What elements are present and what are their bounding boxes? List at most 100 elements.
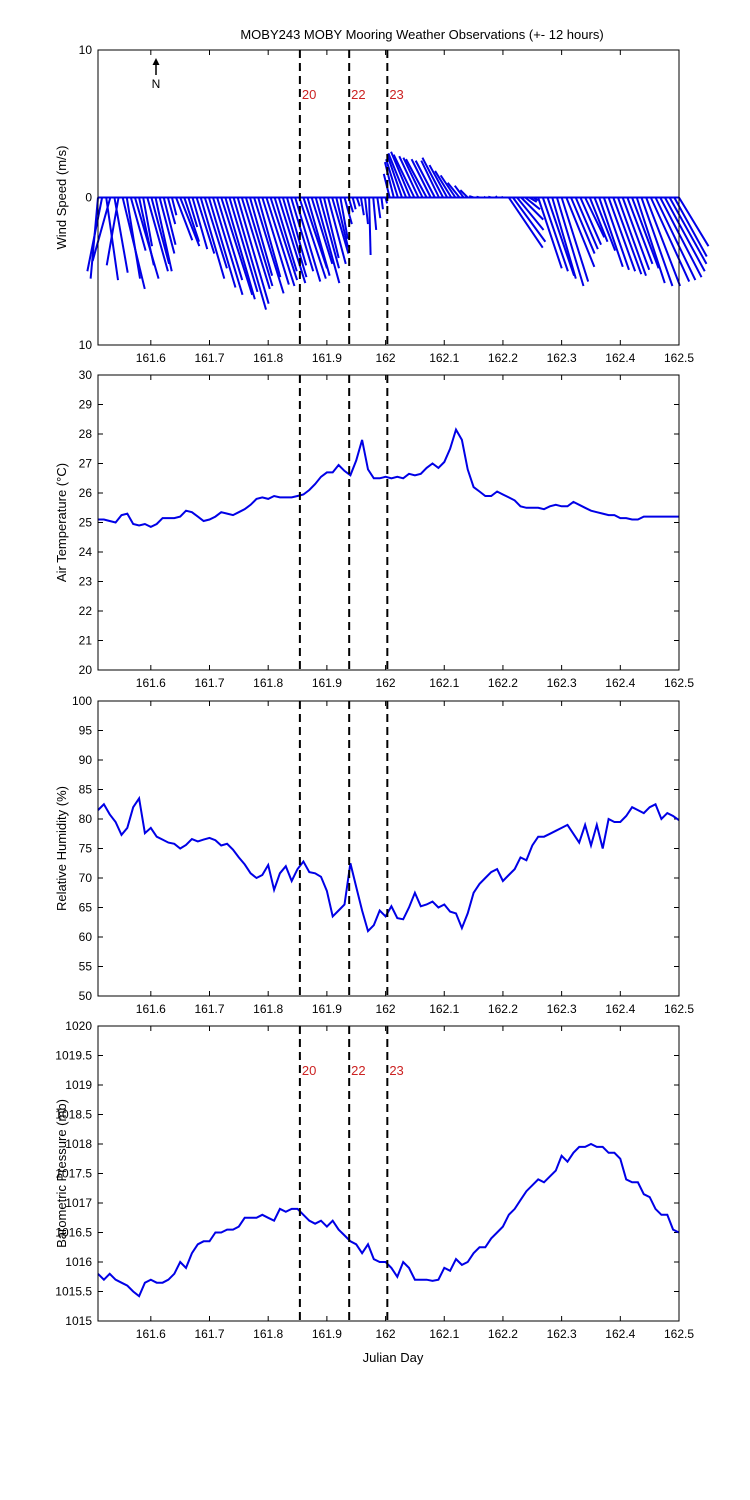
wind-vector [207,197,237,288]
wind-vector [654,197,697,281]
air-temp-ylabel: Air Temperature (°C) [54,463,69,582]
wind-vector [537,197,563,269]
wind-vector [298,197,327,279]
air-temp-xtick-label: 162 [376,676,396,690]
air-temp-ytick-label: 28 [79,427,93,441]
wind-vector [612,197,643,275]
wind-marker-label: 20 [302,87,316,102]
humidity-xtick-label: 162.3 [547,1002,577,1016]
wind-marker-label: 22 [351,87,365,102]
wind-axes-frame [97,49,680,346]
wind-vector [439,174,457,199]
wind-vector [635,197,666,284]
wind-vector [269,197,299,281]
wind-vector [191,197,209,250]
wind-vector [386,154,403,198]
pressure-xtick-label: 162 [376,1327,396,1341]
humidity-xtick-label: 162 [376,1002,396,1016]
wind-vector [138,197,155,266]
humidity-ytick-label: 80 [79,812,93,826]
wind-vector [532,196,539,202]
wind-vector [541,197,569,272]
humidity-axes-frame [97,700,680,997]
wind-vector [249,197,274,276]
wind-vector [488,195,492,199]
humidity-xtick-label: 162.5 [664,1002,694,1016]
air-temp-ytick-label: 30 [79,368,93,382]
wind-vector [555,197,585,287]
wind-vector [240,197,271,290]
wind-vector [343,197,353,225]
wind-vector [187,197,199,228]
pressure-ytick-label: 1016.5 [55,1226,92,1240]
pressure-ytick-label: 1015 [65,1314,92,1328]
wind-vector [351,197,357,210]
wind-vector [142,197,154,247]
air-temp-series-line [98,427,679,529]
wind-vector [565,197,596,268]
pressure-ytick-label: 1018 [65,1137,92,1151]
wind-vector [339,197,349,239]
wind-vector [376,197,382,219]
air-temp-xtick-label: 161.7 [194,676,224,690]
wind-vector [302,197,328,269]
wind-vector [331,197,350,254]
wind-vector [602,197,630,271]
wind-vector [265,197,296,287]
pressure-series-line [97,1142,680,1298]
wind-vector [584,197,606,238]
wind-vector [645,197,681,287]
humidity-xtick-label: 161.6 [136,1002,166,1016]
wind-vector [86,197,104,272]
north-label: N [152,77,161,91]
air-temp-xtick-label: 162.5 [664,676,694,690]
north-arrow-head [152,58,160,65]
air-temp-ytick-label: 23 [79,575,93,589]
wind-vector [91,197,112,262]
pressure-xtick-label: 161.6 [136,1327,166,1341]
wind-xtick-label: 162.3 [547,351,577,365]
humidity-ytick-label: 100 [72,694,92,708]
wind-vector [607,197,637,272]
wind-vector [617,197,647,277]
pressure-xtick-label: 162.5 [664,1327,694,1341]
wind-vector [236,197,270,304]
wind-marker-label: 23 [389,87,403,102]
air-temp-ytick-label: 20 [79,663,93,677]
pressure-ytick-label: 1016 [65,1255,92,1269]
pressure-marker-label: 20 [302,1063,316,1078]
wind-vector [593,197,617,251]
wind-vector [520,196,544,221]
wind-vector [631,197,660,269]
air-temp-ytick-label: 25 [79,516,93,530]
wind-vector [195,197,216,254]
wind-vector [170,197,178,216]
wind-vector [158,197,176,254]
pressure-ylabel: Barometric Pressure (mb) [54,1099,69,1248]
pressure-xtick-label: 162.3 [547,1327,577,1341]
wind-vector [664,197,706,272]
air-temp-ytick-label: 27 [79,457,93,471]
wind-vector [640,197,674,287]
wind-panel: 10 0 10 161.6 161.7 161.8 161.9 162 162.1 162.2 16… [54,43,710,365]
wind-vector [322,197,340,259]
wind-xtick-label: 162.1 [429,351,459,365]
wind-vector [512,196,547,243]
wind-vector [224,197,256,300]
wind-xtick-label: 162.2 [488,351,518,365]
wind-vector [678,196,710,247]
air-temp-ytick-label: 21 [79,634,93,648]
humidity-ytick-label: 85 [79,783,93,797]
wind-vector [220,197,254,296]
wind-vector [125,197,142,279]
pressure-ytick-label: 1018.5 [55,1108,92,1122]
wind-xtick-label: 161.7 [194,351,224,365]
pressure-xtick-label: 161.8 [253,1327,283,1341]
wind-ylabel: Wind Speed (m/s) [54,145,69,249]
wind-vector [146,197,169,272]
wind-vector [476,195,480,199]
pressure-ytick-label: 1019 [65,1078,92,1092]
wind-vector [494,195,498,199]
wind-vector [405,158,428,198]
wind-vector [166,197,177,225]
